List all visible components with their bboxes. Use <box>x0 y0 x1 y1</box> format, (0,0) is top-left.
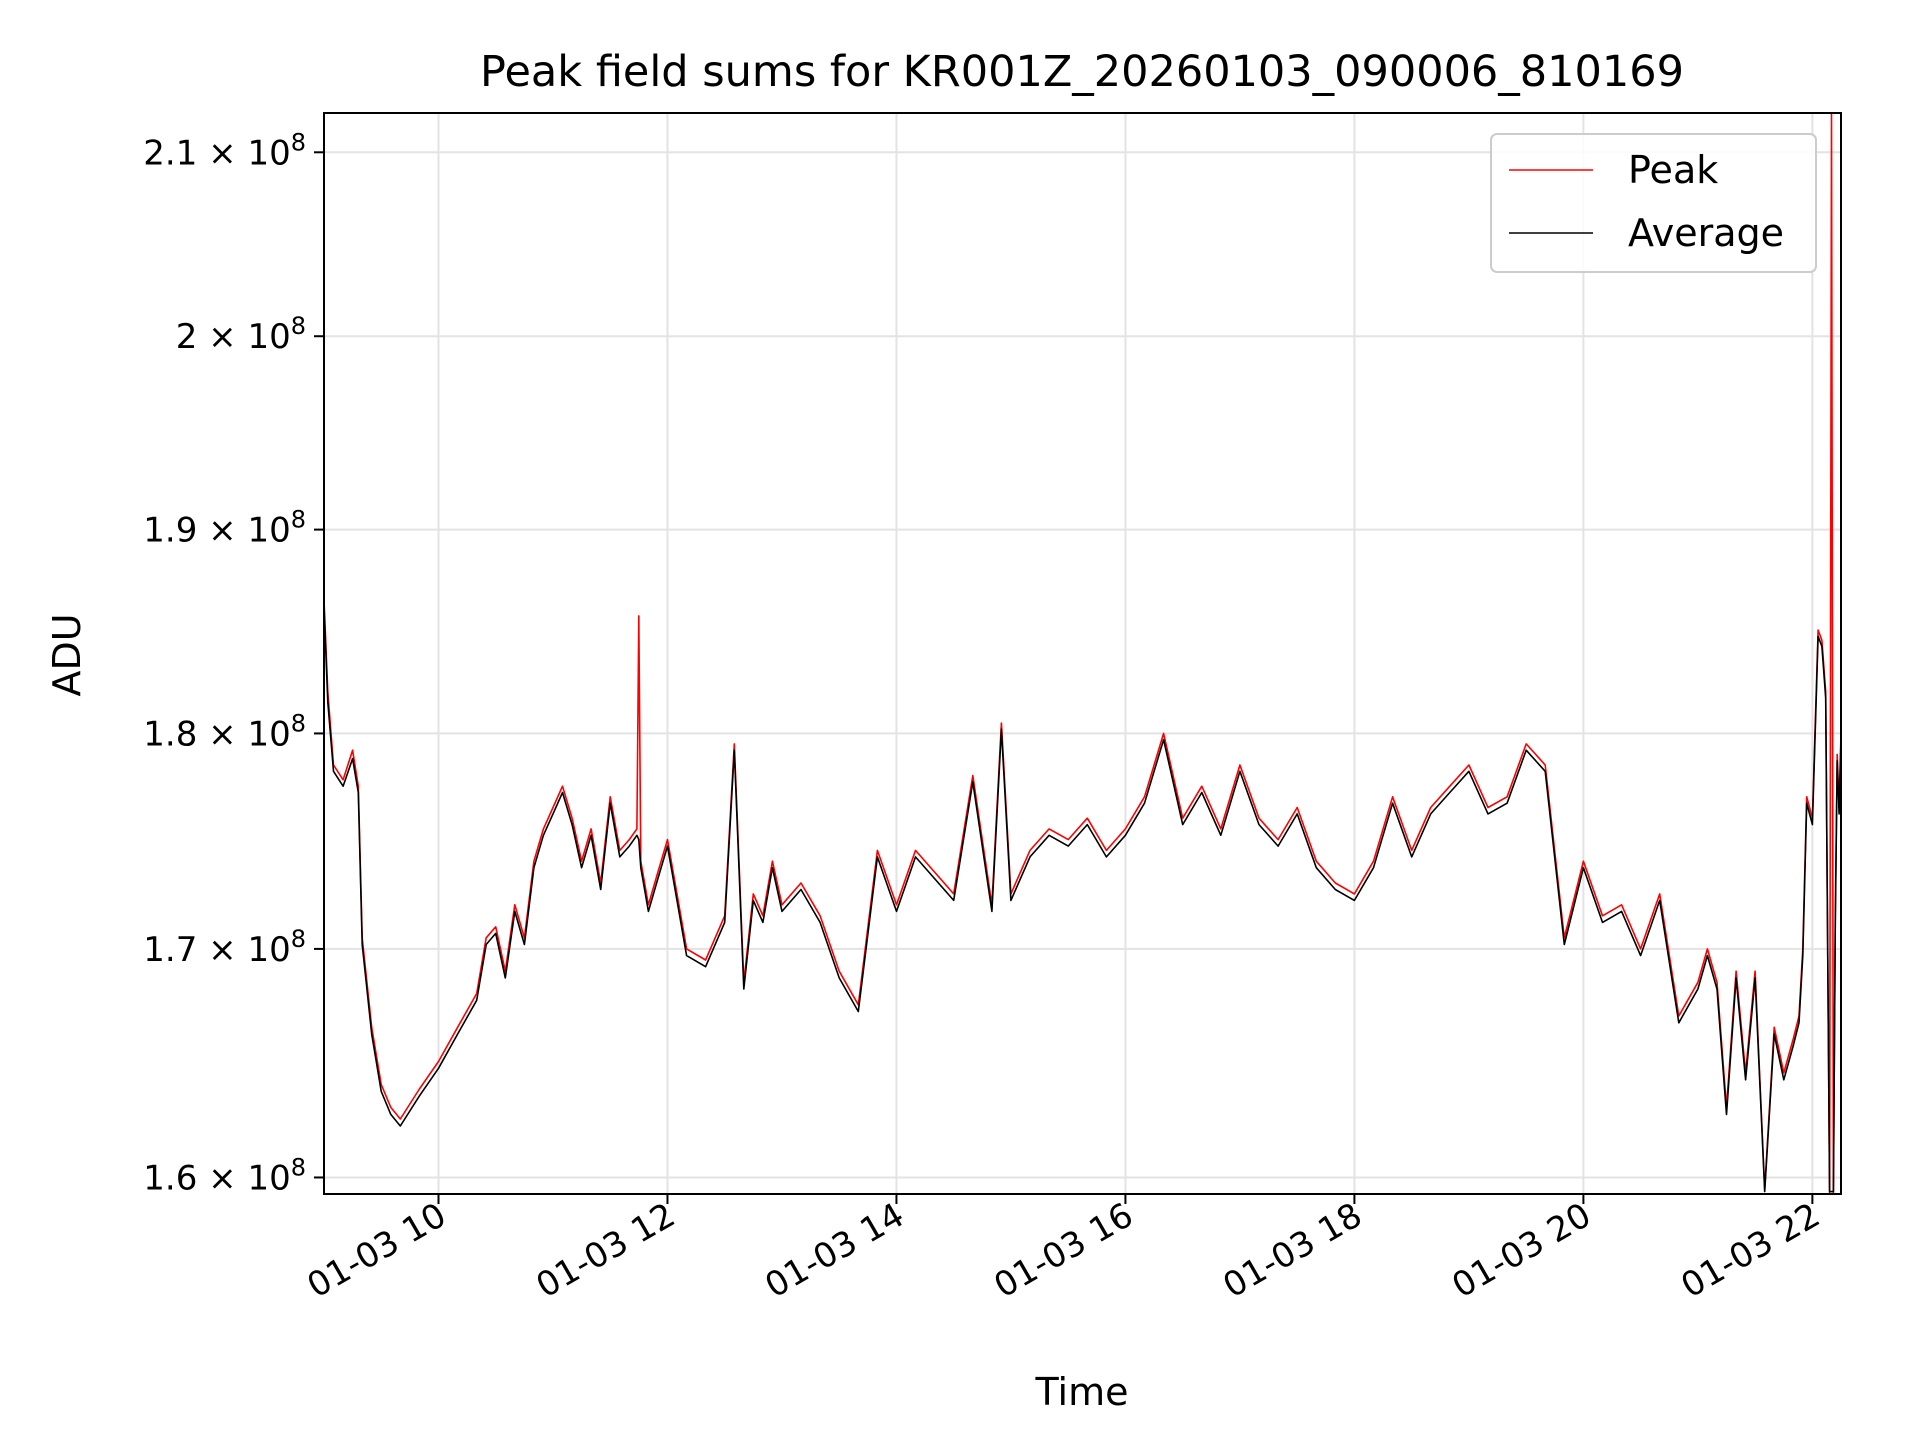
y-tick-mantissa: 2 <box>176 317 208 357</box>
y-tick-base: × 10 <box>208 930 291 970</box>
y-tick-mantissa: 1.8 <box>143 714 208 754</box>
y-tick-base: × 10 <box>208 511 291 551</box>
y-tick-label: 2 × 108 <box>176 312 306 357</box>
y-tick-mantissa: 1.6 <box>143 1158 208 1198</box>
y-tick-exponent: 8 <box>291 312 306 340</box>
grid <box>324 113 1841 1194</box>
y-tick-exponent: 8 <box>291 1153 306 1181</box>
y-tick-base: × 10 <box>208 1158 291 1198</box>
y-tick-base: × 10 <box>208 714 291 754</box>
y-tick-exponent: 8 <box>291 128 306 156</box>
y-axis-label: ADU <box>45 613 89 696</box>
y-tick-exponent: 8 <box>291 709 306 737</box>
chart-title: Peak field sums for KR001Z_20260103_0900… <box>480 47 1684 97</box>
y-tick-mantissa: 2.1 <box>143 133 208 173</box>
y-tick-label: 1.6 × 108 <box>143 1153 306 1198</box>
y-tick-mantissa: 1.7 <box>143 930 208 970</box>
y-tick-exponent: 8 <box>291 506 306 534</box>
plot-frame <box>323 112 1842 1195</box>
y-tick-label: 1.7 × 108 <box>143 925 306 970</box>
legend-box <box>1490 133 1817 273</box>
legend-label-average: Average <box>1628 211 1784 255</box>
x-axis-label: Time <box>1035 1370 1129 1414</box>
legend: Peak Average <box>1490 133 1817 273</box>
y-tick-mantissa: 1.9 <box>143 511 208 551</box>
y-tick-exponent: 8 <box>291 925 306 953</box>
y-tick-label: 2.1 × 108 <box>143 128 306 173</box>
series-layer <box>324 113 1841 1194</box>
legend-label-peak: Peak <box>1628 148 1718 192</box>
y-tick-label: 1.8 × 108 <box>143 709 306 754</box>
y-tick-base: × 10 <box>208 317 291 357</box>
y-tick-label: 1.9 × 108 <box>143 506 306 551</box>
y-tick-base: × 10 <box>208 133 291 173</box>
series-line-average <box>324 605 1841 1193</box>
